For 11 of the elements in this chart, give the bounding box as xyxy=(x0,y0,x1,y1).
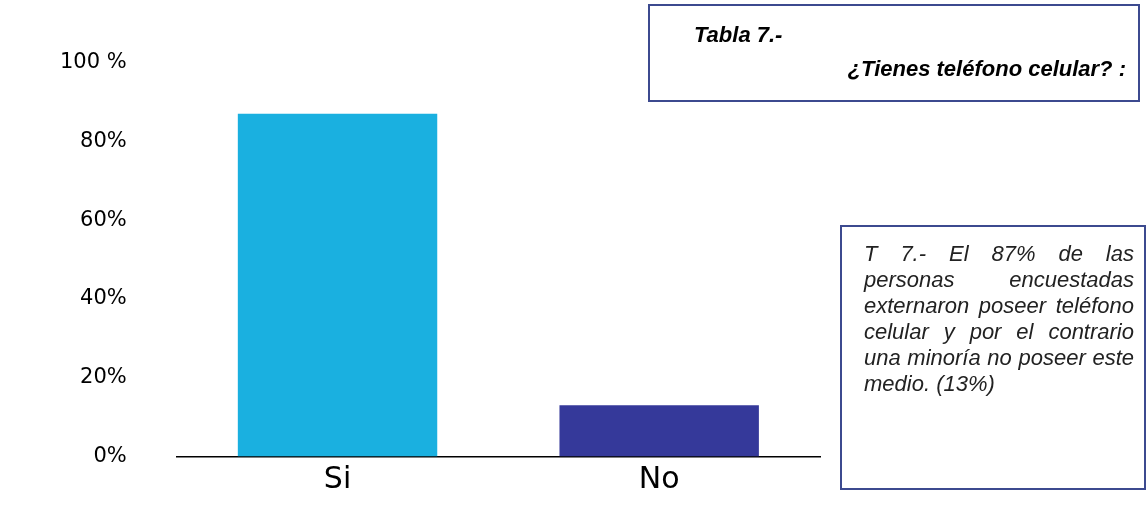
text: T 7.- El 87% de las personas encuestadas externaron poseer teléfono celular y por el contrario una minoría no poseer este medio. (13%) xyxy=(840,225,1146,490)
y-tick-label: 80% xyxy=(80,127,127,152)
y-tick-label: 60% xyxy=(80,206,127,231)
y-tick-label: 20% xyxy=(80,364,127,389)
y-tick-label: 40% xyxy=(80,285,127,310)
y-tick-label: 0% xyxy=(93,442,127,467)
y-tick-label: 100 % xyxy=(59,49,127,74)
x-tick-label: No xyxy=(638,460,680,496)
text: ¿Tienes teléfono celular? : xyxy=(847,56,1126,82)
chart-title: Tabla 7.- xyxy=(694,22,783,48)
x-tick-label: Si xyxy=(323,460,352,496)
